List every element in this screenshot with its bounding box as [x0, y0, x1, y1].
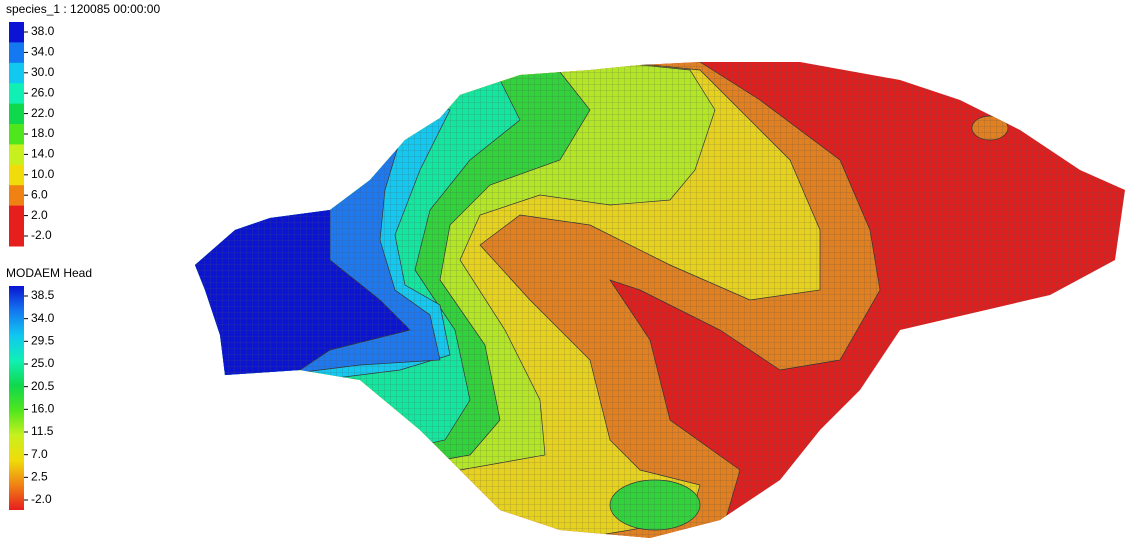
- legend-color-block: [9, 42, 24, 63]
- legend-title: MODAEM Head: [6, 266, 92, 280]
- legend-label: 10.0: [31, 167, 55, 181]
- legend-label: -2.0: [31, 492, 52, 506]
- legend-label: 6.0: [31, 187, 48, 201]
- legend-color-block: [9, 185, 24, 206]
- legend-color-block: [9, 144, 24, 165]
- legend-color-block: [9, 83, 24, 104]
- legend-label: 20.5: [31, 379, 55, 393]
- legend-label: 25.0: [31, 356, 55, 370]
- legend-color-bar: [9, 286, 24, 510]
- legend-label: 34.0: [31, 311, 55, 325]
- legend-color-block: [9, 206, 24, 247]
- legend-label: 26.0: [31, 85, 55, 99]
- grid-cells: [0, 0, 1126, 539]
- legend-label: 38.0: [31, 24, 55, 38]
- legend-label: 14.0: [31, 147, 55, 161]
- legend-label: -2.0: [31, 228, 52, 242]
- legend-label: 29.5: [31, 334, 55, 348]
- legends: species_1 : 120085 00:00:00 38.0 34.0 30.0 2…: [6, 2, 160, 510]
- map-view: species_1 : 120085 00:00:00 38.0 34.0 30.0 2…: [0, 0, 1126, 539]
- legend-label: 11.5: [31, 424, 54, 438]
- legend-color-block: [9, 22, 24, 43]
- legend-color-block: [9, 104, 24, 125]
- legend-color-block: [9, 124, 24, 145]
- legend-label: 34.0: [31, 45, 55, 59]
- legend-label: 2.0: [31, 208, 48, 222]
- legend-title: species_1 : 120085 00:00:00: [6, 2, 160, 16]
- viewport: species_1 : 120085 00:00:00 38.0 34.0 30.0 2…: [0, 0, 1126, 539]
- legend-label: 22.0: [31, 106, 55, 120]
- legend-color-block: [9, 165, 24, 186]
- legend-label: 2.5: [31, 470, 48, 484]
- legend-label: 30.0: [31, 65, 55, 79]
- legend-color-block: [9, 63, 24, 84]
- legend-label: 7.0: [31, 447, 48, 461]
- legend-label: 18.0: [31, 126, 55, 140]
- legend-label: 16.0: [31, 402, 55, 416]
- legend-label: 38.5: [31, 288, 55, 302]
- model-grid: [0, 0, 1126, 539]
